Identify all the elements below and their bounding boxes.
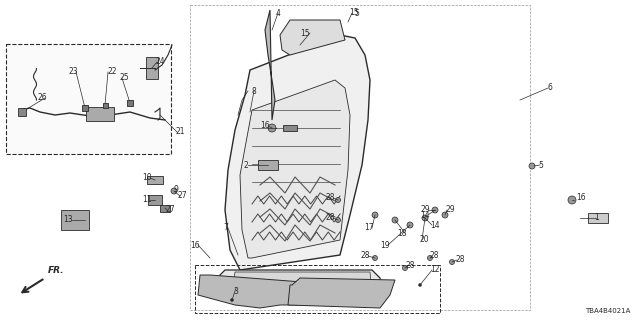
- Circle shape: [335, 197, 340, 203]
- Circle shape: [529, 163, 535, 169]
- Text: 27: 27: [165, 205, 175, 214]
- Polygon shape: [232, 272, 372, 295]
- Polygon shape: [198, 275, 342, 308]
- Circle shape: [432, 207, 438, 213]
- Polygon shape: [240, 80, 350, 258]
- Text: 3: 3: [233, 286, 238, 295]
- Text: 1: 1: [594, 213, 599, 222]
- Bar: [6, 44, 171, 154]
- Text: FR.: FR.: [48, 266, 65, 275]
- Polygon shape: [225, 35, 370, 270]
- FancyBboxPatch shape: [258, 160, 278, 170]
- Text: 23: 23: [68, 68, 78, 76]
- Text: 29: 29: [445, 205, 454, 214]
- Text: 21: 21: [175, 127, 184, 137]
- Text: 2: 2: [243, 161, 248, 170]
- Text: 14: 14: [420, 211, 430, 220]
- Text: 27: 27: [178, 191, 188, 201]
- FancyBboxPatch shape: [148, 195, 162, 205]
- Circle shape: [230, 299, 234, 301]
- Text: 29: 29: [420, 205, 430, 214]
- Text: 18: 18: [397, 228, 407, 237]
- Text: 26: 26: [37, 93, 47, 102]
- FancyBboxPatch shape: [146, 57, 158, 79]
- Text: 10: 10: [142, 173, 152, 182]
- Text: 28: 28: [326, 213, 335, 222]
- Circle shape: [392, 217, 398, 223]
- FancyBboxPatch shape: [147, 176, 163, 184]
- FancyBboxPatch shape: [283, 125, 297, 131]
- Circle shape: [372, 212, 378, 218]
- Circle shape: [428, 255, 433, 260]
- Text: 8: 8: [252, 86, 256, 95]
- Text: 14: 14: [430, 220, 440, 229]
- Circle shape: [449, 260, 454, 265]
- FancyBboxPatch shape: [160, 204, 170, 212]
- Text: 28: 28: [455, 255, 465, 265]
- Text: 4: 4: [275, 9, 280, 18]
- FancyBboxPatch shape: [61, 210, 89, 230]
- Text: 20: 20: [420, 236, 429, 244]
- FancyBboxPatch shape: [82, 105, 88, 111]
- Circle shape: [268, 124, 276, 132]
- Circle shape: [568, 196, 576, 204]
- FancyBboxPatch shape: [102, 102, 108, 108]
- Polygon shape: [220, 270, 382, 300]
- Circle shape: [335, 218, 340, 222]
- Text: 6: 6: [548, 84, 553, 92]
- Circle shape: [171, 188, 177, 194]
- Text: 28: 28: [405, 261, 415, 270]
- Circle shape: [372, 255, 378, 260]
- Text: 24: 24: [155, 58, 164, 67]
- Circle shape: [403, 266, 408, 270]
- Circle shape: [407, 222, 413, 228]
- Circle shape: [419, 284, 422, 286]
- Bar: [190, 5, 530, 310]
- Text: 16: 16: [190, 241, 200, 250]
- FancyBboxPatch shape: [86, 107, 114, 121]
- Polygon shape: [280, 20, 345, 55]
- Circle shape: [442, 212, 448, 218]
- Text: TBA4B4021A: TBA4B4021A: [584, 308, 630, 314]
- Text: 11: 11: [143, 196, 152, 204]
- Text: 25: 25: [120, 74, 130, 83]
- Text: 12: 12: [430, 266, 440, 275]
- Text: 17: 17: [364, 223, 374, 233]
- Text: 16: 16: [260, 122, 270, 131]
- Text: 28: 28: [326, 194, 335, 203]
- FancyBboxPatch shape: [18, 108, 26, 116]
- Polygon shape: [265, 10, 275, 120]
- Text: 28: 28: [430, 252, 440, 260]
- FancyBboxPatch shape: [588, 213, 608, 223]
- Text: 28: 28: [360, 252, 370, 260]
- Text: 16: 16: [576, 194, 586, 203]
- Text: 13: 13: [63, 215, 73, 225]
- FancyBboxPatch shape: [127, 100, 133, 106]
- Text: 22: 22: [107, 68, 116, 76]
- Text: 19: 19: [380, 241, 390, 250]
- Text: 15: 15: [300, 28, 310, 37]
- Text: 7: 7: [223, 223, 228, 233]
- Text: 5: 5: [538, 161, 543, 170]
- Text: 9: 9: [173, 185, 178, 194]
- Text: 5: 5: [354, 9, 359, 18]
- Polygon shape: [288, 278, 395, 308]
- Circle shape: [422, 215, 428, 221]
- Text: 15: 15: [349, 8, 358, 17]
- Bar: [195, 265, 440, 313]
